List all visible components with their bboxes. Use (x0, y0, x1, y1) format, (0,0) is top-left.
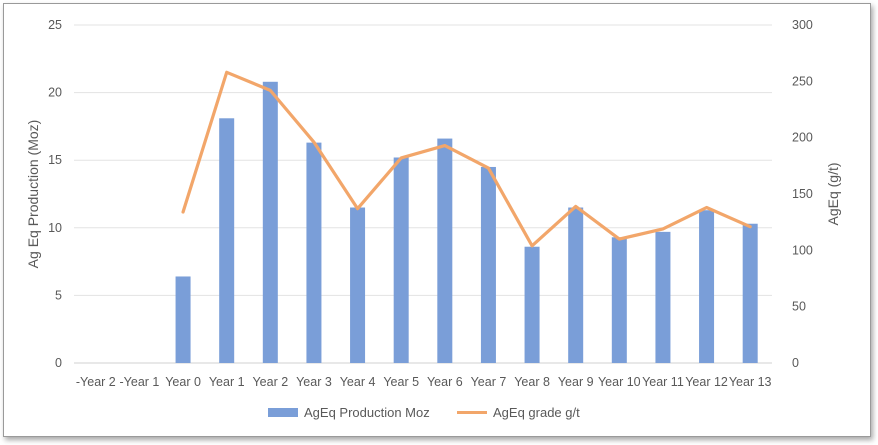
legend-swatch-bar (268, 408, 298, 417)
category-tick-label: Year 0 (165, 375, 201, 389)
left-tick-label: 0 (55, 356, 62, 370)
category-tick-label: Year 9 (558, 375, 594, 389)
right-tick-label: 200 (792, 131, 813, 145)
bar (611, 237, 627, 363)
bar (350, 207, 366, 363)
legend-label-line: AgEq grade g/t (493, 405, 580, 420)
category-axis-ticks: -Year 2 -Year 1 Year 0 Year 1 Year 2 Year 3 Ye… (76, 375, 772, 389)
category-tick-label: Year 7 (471, 375, 507, 389)
bar (262, 81, 278, 363)
category-tick-label: Year 6 (427, 375, 463, 389)
bar (480, 166, 496, 363)
chart-frame (3, 3, 871, 437)
category-tick-label: Year 8 (514, 375, 550, 389)
bar (219, 118, 235, 364)
category-tick-label: Year 13 (729, 375, 772, 389)
left-axis-title: Ag Eq Production (Moz) (25, 120, 41, 269)
category-tick-label: -Year 2 (76, 375, 116, 389)
left-tick-label: 10 (48, 221, 62, 235)
category-tick-label: Year 12 (685, 375, 728, 389)
bar (568, 207, 584, 363)
line-series (181, 70, 752, 248)
legend: AgEq Production Moz AgEq grade g/t (268, 405, 580, 420)
right-axis-title: AgEq (g/t) (825, 162, 841, 225)
bar (306, 142, 322, 363)
category-tick-label: Year 1 (209, 375, 245, 389)
left-axis-ticks: 0 5 10 15 20 25 (48, 18, 62, 370)
right-tick-label: 0 (792, 356, 799, 370)
left-tick-label: 15 (48, 153, 62, 167)
category-tick-label: Year 5 (383, 375, 419, 389)
right-axis-ticks: 0 50 100 150 200 250 300 (792, 18, 813, 370)
category-tick-label: Year 3 (296, 375, 332, 389)
category-tick-label: Year 10 (598, 375, 641, 389)
bar (699, 210, 715, 363)
category-tick-label: Year 2 (252, 375, 288, 389)
legend-label-bar: AgEq Production Moz (304, 405, 430, 420)
left-tick-label: 5 (55, 288, 62, 302)
category-tick-label: Year 11 (642, 375, 684, 389)
right-tick-label: 100 (792, 243, 813, 257)
bar-series (175, 81, 758, 364)
bar (437, 138, 453, 363)
left-tick-label: 20 (48, 86, 62, 100)
left-tick-label: 25 (48, 18, 62, 32)
bar (393, 157, 409, 363)
right-tick-label: 300 (792, 18, 813, 32)
bar (742, 223, 758, 363)
bar (655, 231, 671, 363)
right-tick-label: 50 (792, 300, 806, 314)
bar (175, 276, 191, 363)
category-tick-label: Year 4 (340, 375, 376, 389)
grade-line (181, 70, 752, 248)
right-tick-label: 250 (792, 74, 813, 88)
bar (524, 246, 540, 363)
category-tick-label: -Year 1 (120, 375, 160, 389)
right-tick-label: 150 (792, 187, 813, 201)
